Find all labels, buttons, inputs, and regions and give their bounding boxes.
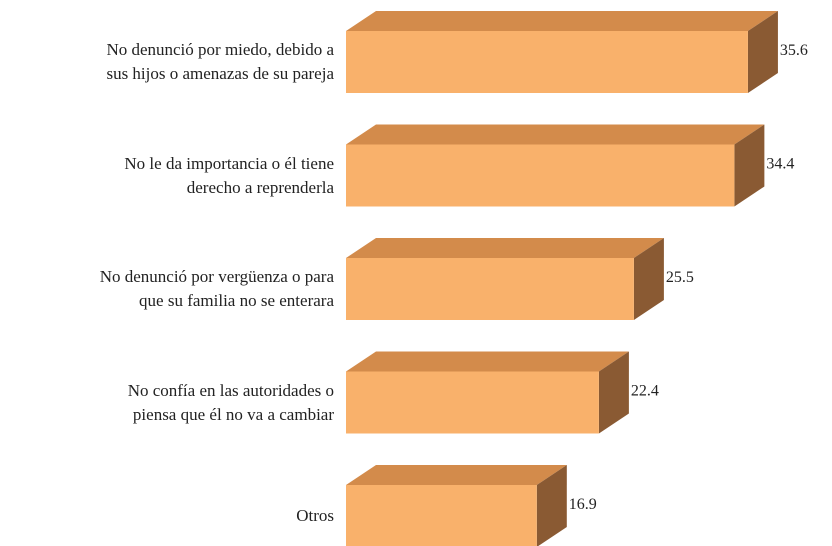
value-label: 22.4	[631, 383, 659, 400]
bar	[346, 485, 537, 546]
bar-top	[346, 124, 765, 145]
value-label: 16.9	[569, 496, 597, 513]
category-label: No le da importancia o él tiene derecho …	[124, 153, 334, 197]
value-label: 25.5	[666, 269, 694, 286]
value-label: 34.4	[766, 156, 794, 173]
bar-top	[346, 351, 629, 372]
bar	[346, 31, 748, 93]
bar-top	[346, 11, 778, 31]
category-label: No denunció por vergüenza o para que su …	[99, 267, 334, 310]
category-label: No confía en las autoridades o piensa qu…	[127, 380, 334, 424]
bar-side	[633, 238, 664, 320]
bar-side	[734, 124, 765, 207]
category-label: No denunció por miedo, debido a sus hijo…	[106, 40, 334, 83]
bar-side	[747, 11, 778, 93]
bar-side	[598, 351, 629, 434]
bar-side	[536, 465, 567, 546]
category-label: Otros	[296, 506, 334, 525]
bar	[346, 258, 634, 320]
bar	[346, 144, 735, 207]
bar-top	[346, 465, 567, 485]
value-label: 35.6	[780, 42, 808, 59]
bar	[346, 371, 599, 434]
bar-top	[346, 238, 664, 258]
